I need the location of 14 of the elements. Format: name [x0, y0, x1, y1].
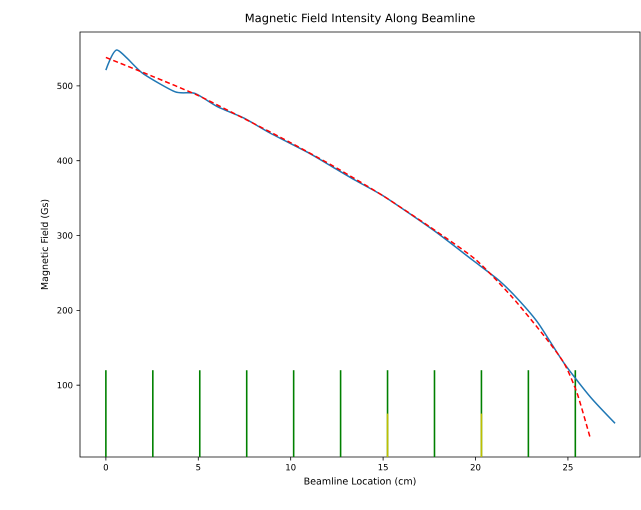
x-tick-label: 20: [470, 464, 480, 470]
x-tick-label: 25: [563, 464, 573, 470]
x-axis-title: Beamline Location (cm): [304, 477, 416, 486]
x-tick-label: 5: [196, 464, 200, 470]
y-tick-label: 400: [57, 157, 72, 164]
y-tick-label: 100: [58, 382, 72, 388]
x-tick-label: 0: [104, 464, 108, 470]
y-tick-label: 300: [57, 232, 72, 239]
y-axis-title: Magnetic Field (Gs): [40, 200, 50, 290]
x-tick-label: 10: [286, 464, 296, 470]
y-tick-label: 500: [57, 82, 72, 90]
chart-title: Magnetic Field Intensity Along Beamline: [246, 13, 475, 24]
x-tick-label: 15: [378, 464, 388, 470]
y-tick-label: 200: [57, 307, 72, 314]
